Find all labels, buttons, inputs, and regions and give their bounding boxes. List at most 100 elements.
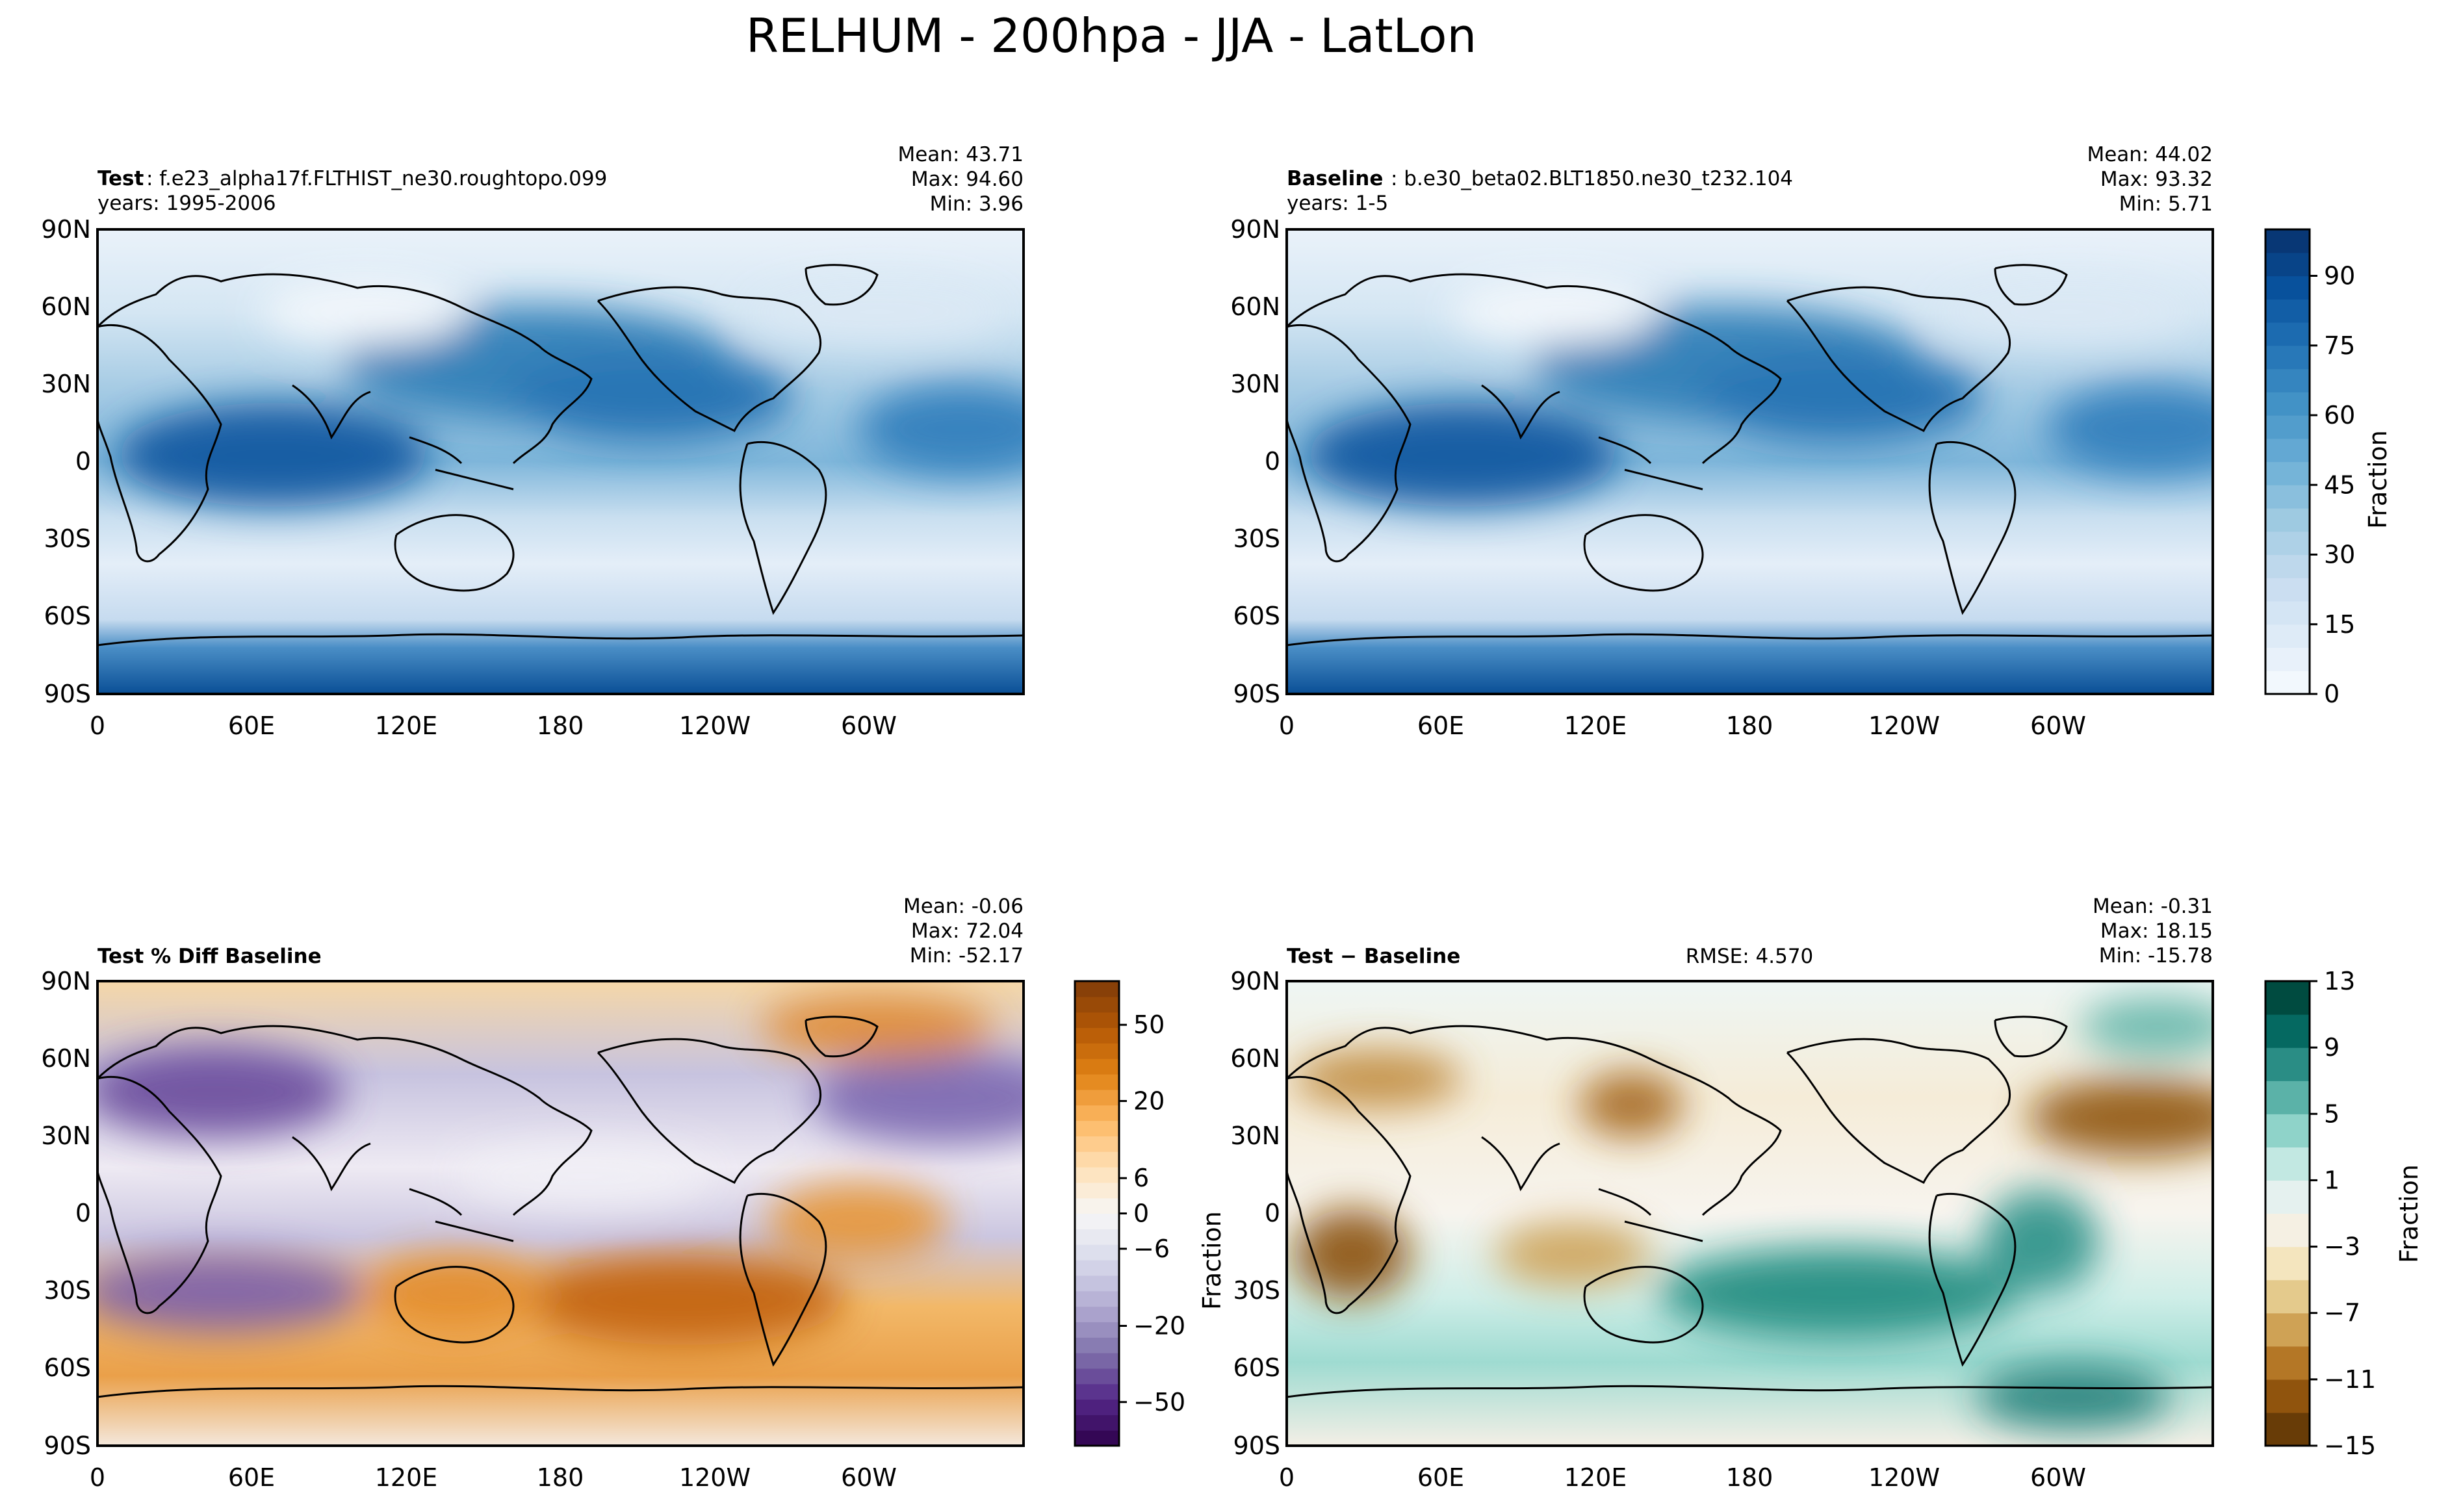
puor-cb-segment bbox=[1075, 996, 1119, 1013]
test-case-name: : f.e23_alpha17f.FLTHIST_ne30.roughtopo.… bbox=[146, 167, 607, 190]
puor-cb-segment bbox=[1075, 1198, 1119, 1214]
lat-tick: 60N bbox=[1230, 1044, 1280, 1073]
lon-tick: 60E bbox=[1417, 711, 1464, 740]
blues-cb-segment bbox=[2265, 322, 2310, 346]
puor-cb-segment bbox=[1075, 1213, 1119, 1229]
baseline-case-name: : b.e30_beta02.BLT1850.ne30_t232.104 bbox=[1391, 167, 1793, 190]
brbg-cb-segment bbox=[2265, 1246, 2310, 1281]
lon-tick: 60W bbox=[841, 711, 897, 740]
blues-cb-segment bbox=[2265, 647, 2310, 671]
lat-tick: 30S bbox=[1233, 1276, 1280, 1305]
puor-cb-segment bbox=[1075, 1353, 1119, 1369]
pdiff-lat-ticks: 90N 60N 30N 0 30S 60S 90S bbox=[41, 967, 91, 1460]
pdiff-mean: Mean: -0.06 bbox=[903, 895, 1024, 918]
colorbar-blues: 0 15 30 45 60 75 90 bbox=[2264, 228, 2355, 708]
baseline-lon-ticks: 0 60E 120E 180 120W 60W bbox=[1279, 711, 2086, 740]
puor-cb-tick-label: 50 bbox=[1133, 1010, 1165, 1039]
puor-cb-segment bbox=[1075, 1136, 1119, 1152]
lat-tick: 60S bbox=[1233, 602, 1280, 630]
panel-test: Test : f.e23_alpha17f.FLTHIST_ne30.rough… bbox=[41, 143, 1025, 740]
blues-cb-segment bbox=[2265, 392, 2310, 416]
lon-tick: 120E bbox=[1564, 711, 1627, 740]
puor-cb-segment bbox=[1075, 1430, 1119, 1446]
lat-tick: 0 bbox=[75, 1199, 91, 1227]
lon-tick: 120E bbox=[1564, 1463, 1627, 1492]
test-lon-ticks: 0 60E 120E 180 120W 60W bbox=[90, 711, 897, 740]
lon-tick: 180 bbox=[537, 711, 584, 740]
lat-tick: 30S bbox=[1233, 524, 1280, 553]
puor-cb-segment bbox=[1075, 1043, 1119, 1059]
blues-cb-tick-label: 30 bbox=[2324, 541, 2355, 569]
puor-cb-segment bbox=[1075, 1415, 1119, 1431]
test-max: Max: 94.60 bbox=[911, 168, 1024, 191]
puor-cb-segment bbox=[1075, 1074, 1119, 1090]
colorbar-label-bottom: Fraction bbox=[2395, 1164, 2423, 1263]
puor-cb-segment bbox=[1075, 1027, 1119, 1044]
lon-tick: 60W bbox=[841, 1463, 897, 1492]
brbg-cb-tick-label: 1 bbox=[2324, 1166, 2340, 1194]
diff-min: Min: -15.78 bbox=[2099, 944, 2213, 967]
blues-cb-segment bbox=[2265, 275, 2310, 300]
diff-mean: Mean: -0.31 bbox=[2093, 895, 2213, 918]
test-label-bold: Test bbox=[97, 167, 144, 190]
lon-tick: 120W bbox=[1868, 711, 1940, 740]
lat-tick: 30S bbox=[44, 1276, 91, 1305]
puor-cb-segment bbox=[1075, 1151, 1119, 1168]
pdiff-map bbox=[97, 981, 1024, 1446]
diff-map bbox=[1287, 981, 2213, 1446]
brbg-cb-segment bbox=[2265, 1147, 2310, 1181]
lat-tick: 60N bbox=[1230, 292, 1280, 321]
brbg-cb-segment bbox=[2265, 1180, 2310, 1214]
puor-cb-segment bbox=[1075, 1383, 1119, 1400]
blues-cb-segment bbox=[2265, 438, 2310, 463]
baseline-mean: Mean: 44.02 bbox=[2087, 143, 2213, 166]
brbg-cb-segment bbox=[2265, 1313, 2310, 1347]
test-mean: Mean: 43.71 bbox=[897, 143, 1024, 166]
brbg-cb-segment bbox=[2265, 1379, 2310, 1413]
puor-cb-tick-label: −6 bbox=[1133, 1235, 1170, 1263]
brbg-cb-tick-label: −15 bbox=[2324, 1431, 2376, 1460]
lat-tick: 90S bbox=[44, 680, 91, 708]
puor-cb-tick-label: −50 bbox=[1133, 1388, 1185, 1416]
blues-cb-segment bbox=[2265, 485, 2310, 509]
pdiff-label: Test % Diff Baseline bbox=[97, 945, 322, 968]
blues-cb-segment bbox=[2265, 624, 2310, 648]
puor-cb-segment bbox=[1075, 981, 1119, 997]
blues-cb-segment bbox=[2265, 578, 2310, 602]
puor-cb-segment bbox=[1075, 1089, 1119, 1106]
lon-tick: 120W bbox=[679, 1463, 751, 1492]
brbg-cb-segment bbox=[2265, 1412, 2310, 1446]
blues-cb-tick-label: 0 bbox=[2324, 680, 2340, 708]
brbg-cb-segment bbox=[2265, 981, 2310, 1015]
lon-tick: 60E bbox=[1417, 1463, 1464, 1492]
puor-cb-segment bbox=[1075, 1337, 1119, 1353]
brbg-cb-tick-label: 9 bbox=[2324, 1033, 2340, 1062]
lon-tick: 180 bbox=[537, 1463, 584, 1492]
test-lat-ticks: 90N 60N 30N 0 30S 60S 90S bbox=[41, 215, 91, 708]
lon-tick: 120E bbox=[375, 1463, 438, 1492]
blues-cb-tick-label: 90 bbox=[2324, 262, 2355, 290]
blues-cb-frame bbox=[2264, 228, 2311, 695]
blues-cb-segment bbox=[2265, 531, 2310, 556]
blues-cb-tick-label: 60 bbox=[2324, 401, 2355, 429]
test-years: years: 1995-2006 bbox=[97, 192, 276, 215]
lon-tick: 0 bbox=[90, 711, 105, 740]
lon-tick: 180 bbox=[1726, 1463, 1773, 1492]
lon-tick: 0 bbox=[90, 1463, 105, 1492]
puor-cb-segment bbox=[1075, 1260, 1119, 1276]
lon-tick: 60W bbox=[2030, 1463, 2086, 1492]
baseline-label-bold: Baseline bbox=[1287, 167, 1383, 190]
lat-tick: 60N bbox=[41, 1044, 91, 1073]
lat-tick: 60S bbox=[44, 602, 91, 630]
baseline-map bbox=[1287, 229, 2213, 694]
blues-cb-segment bbox=[2265, 229, 2310, 253]
test-min: Min: 3.96 bbox=[930, 192, 1024, 216]
puor-cb-segment bbox=[1075, 1244, 1119, 1261]
lat-tick: 60N bbox=[41, 292, 91, 321]
lon-tick: 180 bbox=[1726, 711, 1773, 740]
lon-tick: 0 bbox=[1279, 711, 1295, 740]
brbg-cb-segment bbox=[2265, 1047, 2310, 1081]
lat-tick: 90S bbox=[44, 1431, 91, 1460]
brbg-cb-frame bbox=[2264, 980, 2311, 1447]
